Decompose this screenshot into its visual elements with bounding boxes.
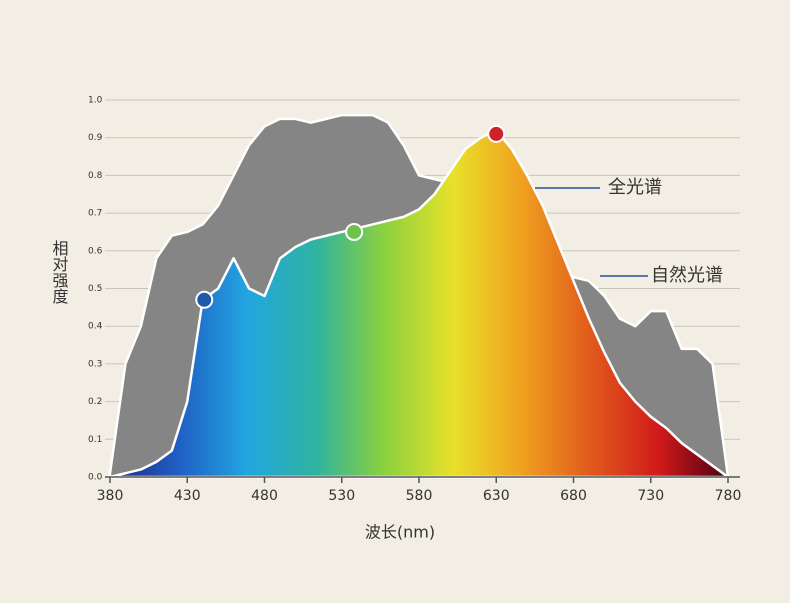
x-tick-label: 680 (560, 488, 587, 504)
y-tick-label: 1.0 (88, 96, 103, 106)
x-tick-label: 630 (483, 488, 510, 504)
y-tick-label: 0.3 (88, 359, 102, 369)
legend-label: 全光谱 (608, 177, 662, 198)
x-tick-label: 730 (637, 488, 664, 504)
x-axis-label: 波长(nm) (365, 523, 435, 542)
y-axis-label: 相对强度 (50, 240, 69, 304)
legend-label: 自然光谱 (651, 265, 723, 286)
y-tick-label: 0.4 (88, 322, 103, 332)
x-tick-label: 780 (715, 488, 742, 504)
y-tick-label: 0.5 (88, 284, 102, 294)
highlight-point (487, 124, 506, 143)
x-tick-label: 480 (251, 488, 278, 504)
y-tick-label: 0.8 (88, 171, 103, 181)
y-tick-label: 0.7 (88, 209, 102, 219)
x-tick-label: 580 (406, 488, 433, 504)
x-tick-label: 430 (174, 488, 201, 504)
highlight-point (345, 222, 364, 241)
y-tick-label: 0.1 (88, 435, 102, 445)
y-tick-label: 0.2 (88, 397, 102, 407)
x-tick-label: 380 (97, 488, 124, 504)
x-tick-label: 530 (328, 488, 355, 504)
y-tick-label: 0.6 (88, 246, 103, 256)
y-tick-label: 0.9 (88, 133, 103, 143)
highlight-point (195, 290, 214, 309)
spectrum-area (108, 128, 730, 479)
y-tick-label: 0.0 (88, 473, 103, 483)
